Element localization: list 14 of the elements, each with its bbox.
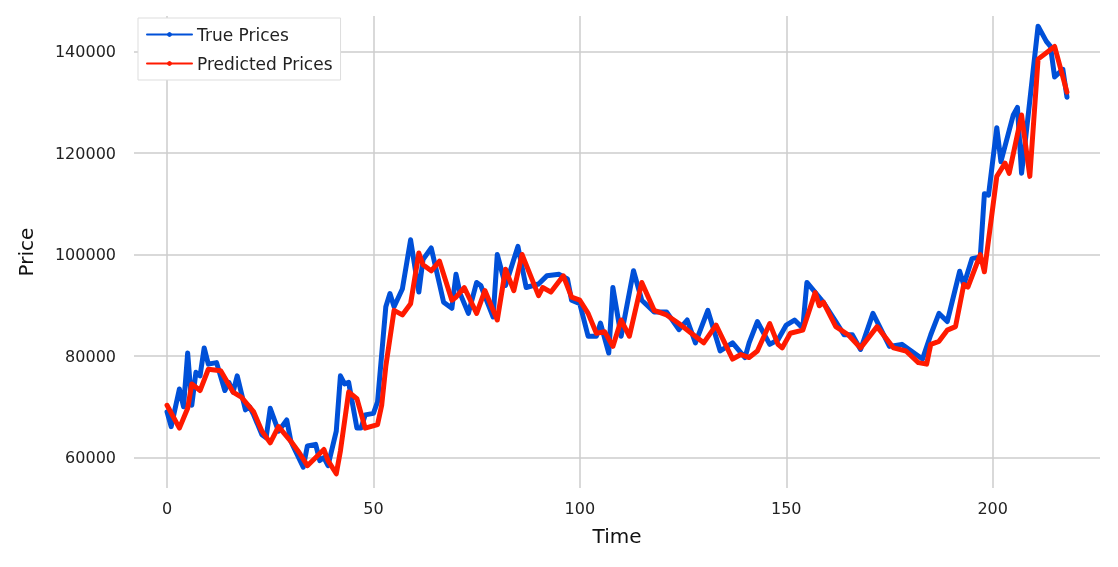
y-tick-label: 100000 bbox=[54, 245, 116, 265]
y-tick-label: 60000 bbox=[65, 448, 116, 468]
y-tick-label: 120000 bbox=[54, 143, 116, 163]
y-axis-title: Price bbox=[14, 227, 38, 277]
x-tick-label: 100 bbox=[564, 498, 596, 518]
y-tick-label: 140000 bbox=[54, 42, 116, 62]
y-tick-label: 80000 bbox=[65, 346, 116, 366]
x-tick-label: 50 bbox=[363, 498, 384, 518]
legend-label: True Prices bbox=[196, 24, 289, 45]
x-tick-label: 200 bbox=[977, 498, 1008, 518]
x-axis-title: Time bbox=[591, 524, 642, 548]
x-tick-label: 150 bbox=[770, 498, 802, 518]
legend-label: Predicted Prices bbox=[197, 53, 333, 74]
x-tick-label: 0 bbox=[161, 498, 173, 518]
